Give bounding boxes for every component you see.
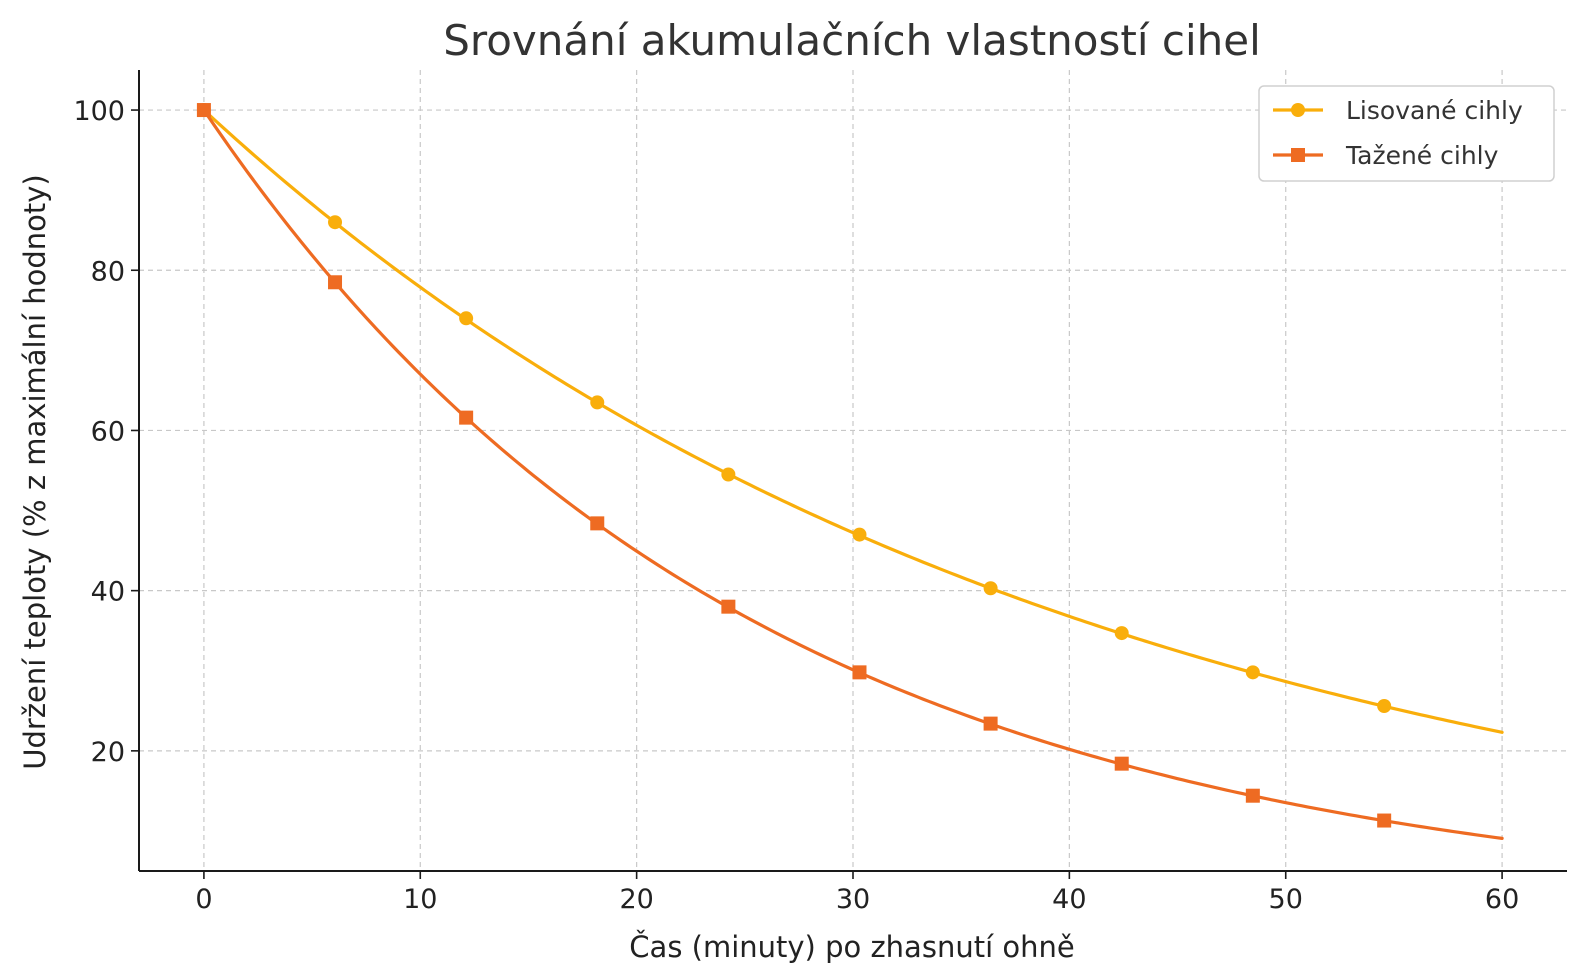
y-tick-label: 80 — [91, 256, 125, 287]
y-tick-label: 100 — [73, 96, 125, 127]
chart-title: Srovnání akumulačních vlastností cihel — [443, 16, 1261, 65]
data-point — [1245, 788, 1260, 803]
x-tick-label: 50 — [1269, 884, 1303, 915]
legend-marker — [1291, 148, 1305, 162]
x-ticks: 0 10 20 30 40 50 60 — [195, 871, 1519, 915]
data-point — [459, 311, 474, 326]
y-axis-label: Udržení teploty (% z maximální hodnoty) — [18, 174, 52, 769]
data-point — [1114, 626, 1129, 641]
legend-label: Lisované cihly — [1346, 96, 1523, 125]
x-axis-label: Čas (minuty) po zhasnutí ohně — [629, 930, 1074, 964]
data-point — [328, 215, 343, 230]
data-point — [1245, 665, 1260, 680]
series-1 — [196, 103, 1504, 734]
x-tick-label: 40 — [1052, 884, 1086, 915]
data-point — [983, 716, 998, 731]
data-point — [328, 275, 343, 290]
data-point — [590, 516, 605, 531]
series-layer — [196, 103, 1504, 840]
data-point — [983, 581, 998, 596]
x-tick-label: 10 — [403, 884, 437, 915]
legend-item: Tažené cihly — [1273, 141, 1499, 170]
x-tick-label: 60 — [1485, 884, 1519, 915]
x-tick-label: 20 — [619, 884, 653, 915]
legend-marker — [1291, 103, 1305, 117]
data-point — [721, 599, 736, 614]
y-ticks: 20 40 60 80 100 — [73, 96, 139, 768]
legend: Lisované cihly Tažené cihly — [1258, 85, 1555, 182]
series-2 — [196, 103, 1504, 840]
y-tick-label: 20 — [91, 737, 125, 768]
legend-label: Tažené cihly — [1345, 141, 1499, 170]
data-point — [852, 665, 867, 680]
data-point — [1377, 698, 1392, 713]
y-tick-label: 60 — [91, 416, 125, 447]
data-point — [459, 410, 474, 425]
grid — [139, 70, 1567, 871]
data-point — [1114, 756, 1129, 771]
data-point — [196, 103, 211, 118]
x-tick-label: 30 — [836, 884, 870, 915]
legend-box — [1258, 85, 1555, 182]
x-tick-label: 0 — [195, 884, 212, 915]
data-point — [852, 527, 867, 542]
data-point — [1377, 813, 1392, 828]
data-point — [721, 467, 736, 482]
data-point — [590, 395, 605, 410]
legend-item: Lisované cihly — [1273, 96, 1523, 125]
y-tick-label: 40 — [91, 577, 125, 608]
